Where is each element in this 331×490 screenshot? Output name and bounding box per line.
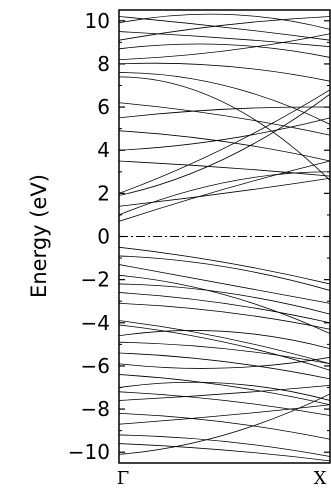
band-line-15 — [119, 302, 330, 330]
band-line-17 — [119, 283, 330, 315]
band-line-32 — [119, 76, 330, 181]
band-line-0 — [119, 393, 330, 455]
y-tick-label: 8 — [97, 52, 110, 76]
x-tick-label: Γ — [117, 468, 130, 489]
band-line-6 — [119, 391, 330, 416]
band-line-37 — [119, 16, 330, 41]
y-tick-label: −10 — [68, 440, 110, 464]
band-line-9 — [119, 356, 330, 369]
band-line-1 — [119, 443, 330, 462]
band-line-13 — [119, 324, 330, 371]
band-line-40 — [119, 16, 330, 41]
band-line-20 — [119, 255, 330, 291]
y-tick-label: 4 — [97, 138, 110, 162]
band-line-31 — [119, 102, 330, 136]
band-line-25 — [119, 93, 330, 196]
y-tick-label: 10 — [85, 9, 110, 33]
band-line-26 — [119, 89, 330, 194]
band-line-18 — [119, 274, 330, 334]
band-line-5 — [119, 384, 330, 401]
y-tick-label: −6 — [81, 354, 110, 378]
band-line-28 — [119, 117, 330, 151]
band-line-21 — [119, 246, 330, 285]
y-tick-label: −2 — [81, 268, 110, 292]
band-line-11 — [119, 341, 330, 365]
band-line-2 — [119, 434, 330, 457]
band-lines — [119, 13, 330, 462]
plot-frame — [118, 9, 331, 464]
y-tick-label: 0 — [97, 225, 110, 249]
y-tick-label: 2 — [97, 181, 110, 205]
y-axis-label: Energy (eV) — [27, 174, 51, 298]
band-line-27 — [119, 160, 330, 177]
band-line-36 — [119, 43, 330, 58]
band-line-16 — [119, 292, 330, 324]
band-line-33 — [119, 72, 330, 125]
band-line-23 — [119, 171, 330, 216]
band-line-12 — [119, 330, 330, 350]
band-line-35 — [119, 33, 330, 61]
band-line-29 — [119, 130, 330, 162]
band-line-8 — [119, 374, 330, 406]
band-line-10 — [119, 352, 330, 380]
y-tick-label: −8 — [81, 397, 110, 421]
band-line-22 — [119, 160, 330, 222]
y-tick-labels: −10 −8 −6 −4 −2 0 2 4 6 8 10 — [68, 9, 110, 464]
band-line-24 — [119, 177, 330, 207]
band-line-14 — [119, 320, 330, 365]
y-tick-label: 6 — [97, 95, 110, 119]
band-line-3 — [119, 404, 330, 425]
band-line-38 — [119, 31, 330, 48]
band-line-19 — [119, 264, 330, 304]
band-line-34 — [119, 62, 330, 82]
x-tick-label: X — [314, 468, 327, 489]
y-tick-label: −4 — [81, 311, 110, 335]
band-line-7 — [119, 381, 330, 401]
band-line-30 — [119, 106, 330, 119]
band-line-4 — [119, 412, 330, 440]
